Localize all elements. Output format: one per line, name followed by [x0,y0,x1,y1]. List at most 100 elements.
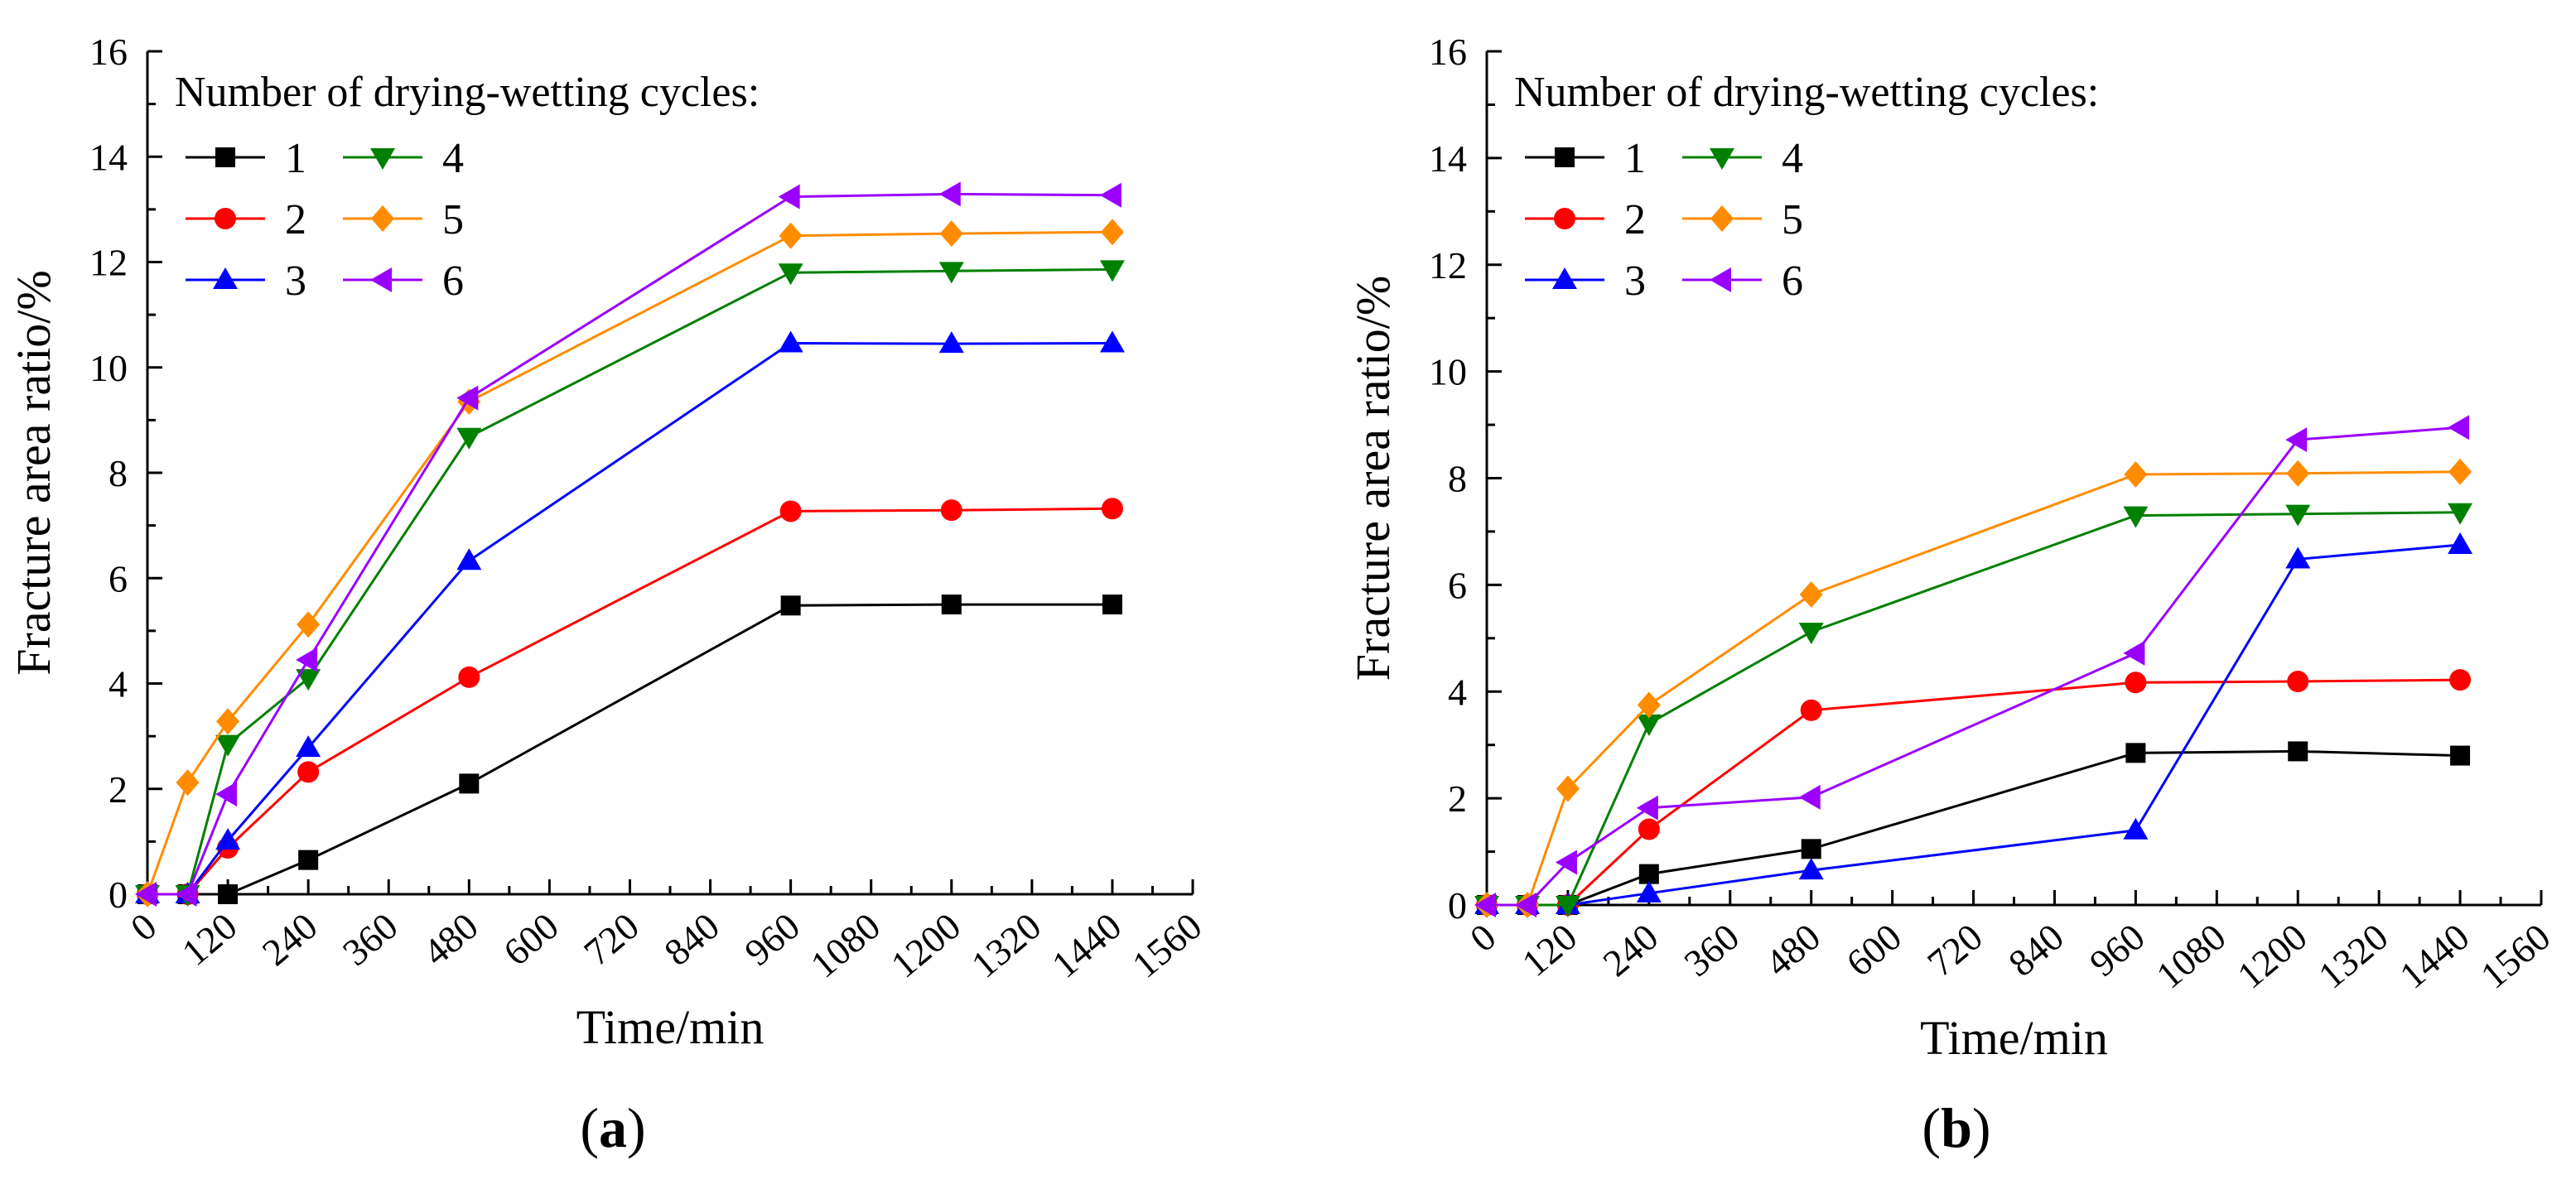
series-6 [135,181,1122,907]
data-point [176,769,200,797]
series-5 [136,219,1124,907]
series-line [1487,511,2461,907]
y-tick-label: 12 [89,242,128,284]
data-point [215,734,241,757]
x-tick-label: 0 [1462,916,1503,960]
y-tick-label: 6 [1448,564,1467,606]
x-tick-label: 360 [335,905,406,974]
legend-label: 1 [1624,135,1646,182]
series-line [147,192,1112,896]
series-line [147,267,1112,896]
series-1 [137,594,1122,904]
legend-label: 5 [1782,196,1803,243]
data-point [459,773,480,794]
data-point [1636,795,1658,821]
data-point [456,385,479,411]
data-point [2288,741,2308,762]
x-tick-label: 840 [656,905,727,974]
data-point [1474,893,1496,917]
x-tick-label: 120 [1514,916,1585,984]
legend-item: 6 [343,258,464,305]
data-point [2448,415,2470,440]
y-tick-label: 4 [109,663,128,705]
data-point [2285,427,2308,453]
x-tick-label: 1320 [2310,916,2395,997]
x-tick-label: 480 [1757,916,1828,984]
legend-marker [1710,205,1734,232]
data-point [939,220,963,248]
data-point [1555,896,1580,917]
data-point [2448,503,2473,525]
y-tick-label: 10 [1429,351,1467,393]
data-point [456,548,482,570]
legend-marker [1554,208,1575,229]
x-tick-label: 1560 [2472,916,2558,997]
data-point [218,884,239,904]
legend-label: 4 [442,135,464,182]
data-point [1636,880,1662,903]
data-point [2448,532,2473,555]
x-tick-label: 720 [1919,916,1990,984]
data-point [1514,893,1536,917]
data-point [2448,458,2472,485]
x-tick-label: 1080 [2148,916,2233,997]
data-point [1801,839,1821,859]
data-point [1555,850,1577,875]
data-point [215,828,241,850]
x-tick-label: 0 [123,905,164,950]
legend-marker [1710,148,1734,170]
data-point [2123,817,2149,840]
data-point [1099,260,1125,282]
data-point [779,222,803,249]
data-point [938,181,961,207]
data-point [778,330,803,353]
series-3 [135,330,1125,903]
y-tick-label: 2 [109,768,128,811]
y-tick-label: 4 [1448,671,1467,713]
y-axis-title: Fracture area ratio/% [1346,276,1400,681]
legend-label: 6 [1782,258,1803,305]
y-tick-label: 8 [1448,458,1467,500]
data-point [941,594,962,615]
legend-label: 3 [285,258,306,305]
data-point [2124,460,2148,488]
series-1 [1477,741,2471,915]
legend-item: 1 [1525,135,1646,182]
legend-item: 2 [186,196,306,243]
legend-marker [1710,267,1731,292]
legend-item: 1 [186,135,306,182]
x-tick-label: 360 [1676,916,1748,984]
data-point [296,735,321,758]
data-point [1100,219,1124,246]
legend: Number of drying-wetting cycles: 1 2 3 4 5 6 [1514,69,2099,305]
data-point [1798,623,1824,645]
legend-item: 3 [186,258,306,305]
data-point [2287,671,2309,693]
data-point [1798,784,1821,810]
legend-label: 5 [442,196,464,243]
data-point [778,263,803,286]
legend-marker [1555,147,1575,167]
legend-label: 6 [442,258,464,305]
legend: Number of drying-wetting cycles: 1 2 3 4 5 6 [175,69,760,305]
legend-item: 4 [343,135,464,182]
x-tick-label: 1200 [2229,916,2314,997]
data-point [2285,546,2311,569]
series-line [1487,426,2461,907]
x-tick-label: 1320 [963,905,1049,986]
y-tick-label: 0 [1448,884,1467,927]
legend-item: 4 [1682,135,1803,182]
legend-marker [371,205,394,232]
x-tick-label: 480 [415,905,486,974]
x-tick-label: 1080 [803,905,888,986]
x-axis-title: Time/min [1920,1011,2108,1065]
x-tick-label: 120 [174,905,245,974]
legend-marker [213,267,238,289]
data-point [2449,669,2472,691]
data-point [2123,640,2145,666]
series-line [1487,470,2461,907]
y-tick-label: 0 [109,874,128,916]
